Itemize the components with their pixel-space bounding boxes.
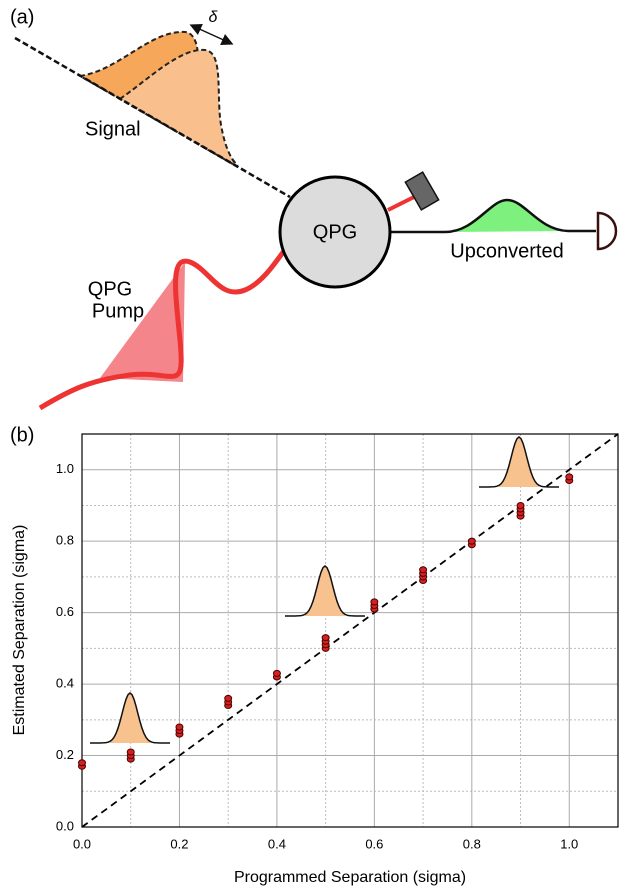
- panel-label: (a): [10, 6, 34, 28]
- y-tick-label: 1.0: [56, 461, 74, 476]
- x-tick-label: 0.4: [268, 836, 286, 851]
- point: [468, 538, 475, 544]
- point: [176, 724, 183, 730]
- point: [566, 474, 573, 480]
- x-tick-label: 1.0: [560, 836, 578, 851]
- point: [127, 749, 134, 755]
- point: [371, 599, 378, 605]
- diagram: (a) δ Signal QPG Pump QPG Upconverted: [10, 6, 616, 408]
- y-tick-label: 0.4: [56, 676, 74, 691]
- point: [322, 635, 329, 641]
- delta-label: δ: [209, 9, 219, 26]
- qpg-label: QPG: [313, 221, 357, 243]
- inset-fill: [305, 566, 345, 616]
- x-tick-label: 0.2: [170, 836, 188, 851]
- y-axis-label: Estimated Separation (sigma): [11, 525, 28, 736]
- y-tick-label: 0.6: [56, 604, 74, 619]
- laser: [405, 172, 438, 210]
- pump-label: Pump: [92, 300, 144, 322]
- figure: (a) δ Signal QPG Pump QPG Upconverted (b…: [0, 0, 627, 890]
- chart: (b) Programmed Separation (sigma) Estima…: [10, 424, 618, 886]
- detector: [598, 213, 616, 249]
- x-tick-label: 0.6: [365, 836, 383, 851]
- point: [273, 670, 280, 676]
- delta-arrow: [195, 27, 228, 42]
- point: [517, 502, 524, 508]
- signal-label: Signal: [85, 118, 141, 140]
- pump-label: QPG: [88, 278, 132, 300]
- x-axis-label: Programmed Separation (sigma): [234, 869, 466, 886]
- x-tick-label: 0.0: [73, 836, 91, 851]
- x-tick-label: 0.8: [463, 836, 481, 851]
- y-tick-label: 0.2: [56, 747, 74, 762]
- inset-fill: [110, 693, 150, 743]
- y-tick-label: 0.0: [56, 818, 74, 833]
- reference-line: [82, 434, 618, 827]
- point: [79, 760, 86, 766]
- y-tick-label: 0.8: [56, 533, 74, 548]
- point: [225, 695, 232, 701]
- upconverted-label: Upconverted: [450, 240, 563, 262]
- point: [420, 567, 427, 573]
- panel-label: (b): [10, 424, 34, 446]
- inset-fill: [499, 437, 539, 487]
